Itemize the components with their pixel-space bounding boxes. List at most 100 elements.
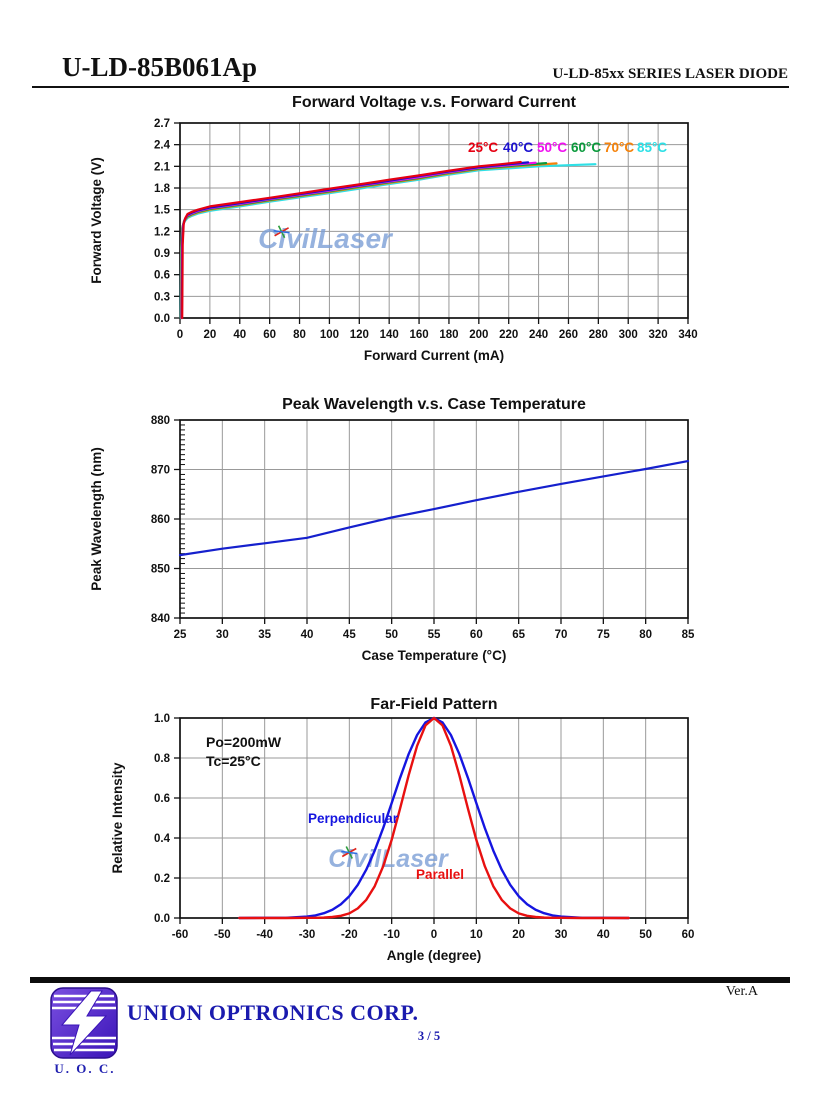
doc-title: U-LD-85B061Ap [62,52,258,82]
series-Parallel [238,716,630,920]
annotation-text: Tc=25°C [206,753,261,769]
x-tick-label: 45 [343,629,356,641]
x-tick-label: 50 [639,929,652,941]
y-tick-label: 2.7 [154,118,170,130]
x-axis-label: Case Temperature (°C) [362,648,507,663]
series-label: Perpendicular [308,811,399,826]
x-tick-label: 40 [233,329,246,341]
y-tick-label: 2.4 [154,140,171,152]
x-tick-label: 340 [678,329,697,341]
chart-title: Forward Voltage v.s. Forward Current [292,94,577,111]
x-tick-label: 320 [649,329,668,341]
header-rule [32,86,789,88]
y-tick-label: 0.2 [154,873,170,885]
y-tick-label: 880 [151,415,170,427]
y-axis-label: Forward Voltage (V) [89,157,104,284]
x-tick-label: 70 [555,629,568,641]
x-tick-label: 80 [639,629,652,641]
legend-item: 60°C [571,140,601,155]
x-tick-label: 100 [320,329,339,341]
x-tick-label: 280 [589,329,608,341]
x-tick-label: 60 [682,929,695,941]
y-tick-label: 840 [151,613,170,625]
x-tick-label: -60 [172,929,189,941]
series-25°C [181,160,522,320]
uoc-logo [50,987,118,1059]
x-tick-label: 65 [512,629,525,641]
x-tick-label: 25 [174,629,187,641]
x-tick-label: 20 [512,929,525,941]
x-tick-label: 60 [263,329,276,341]
series-curves [238,716,630,920]
x-tick-label: 220 [499,329,518,341]
gridlines [180,123,688,318]
x-tick-label: 40 [597,929,610,941]
y-tick-label: 1.2 [154,226,170,238]
y-tick-label: 0.6 [154,270,170,282]
x-tick-label: 0 [431,929,437,941]
series-label: Parallel [416,867,464,882]
x-tick-label: 60 [470,629,483,641]
series-curves [178,460,690,557]
x-axis-label: Angle (degree) [387,948,482,963]
plot-border [179,122,689,319]
y-tick-label: 850 [151,564,170,576]
y-tick-label: 1.5 [154,205,171,217]
x-tick-label: 10 [470,929,483,941]
lightning-bolt-icon [60,990,108,1056]
axis-ticks [174,122,689,324]
x-tick-label: 300 [619,329,638,341]
y-tick-label: 0.3 [154,291,170,303]
x-tick-label: 50 [385,629,398,641]
x-tick-label: 75 [597,629,610,641]
x-tick-label: 35 [258,629,271,641]
annotation-text: Po=200mW [206,734,282,750]
y-tick-label: 0.8 [154,753,171,765]
legend-item: 25°C [468,140,498,155]
x-tick-label: 260 [559,329,578,341]
gridlines [180,718,688,918]
y-tick-label: 0.9 [154,248,170,260]
legend-item: 50°C [537,140,567,155]
x-tick-label: 180 [439,329,458,341]
chart-peak-wavelength: 25 30 35 40 45 50 55 60 65 70 75 80 85 840 850 860 870 88… [89,396,695,663]
x-axis-label: Forward Current (mA) [364,348,504,363]
x-tick-label: 0 [177,329,183,341]
legend-item: 40°C [503,140,533,155]
y-tick-label: 0.4 [154,833,171,845]
series-Peak Wavelength [178,460,690,557]
y-tick-label: 0.0 [154,913,170,925]
version-label: Ver.A [725,984,758,999]
chart-far-field: CivilLaser-60 -50 -40 -30 -20 -10 0 10 20 30 40 50 6… [110,696,694,963]
footer-rule [30,977,790,983]
chart-title: Peak Wavelength v.s. Case Temperature [282,396,586,413]
y-minor-ticks [180,424,185,614]
y-axis-label: Peak Wavelength (nm) [89,447,104,591]
y-tick-label: 0.0 [154,313,170,325]
x-tick-label: 140 [380,329,399,341]
x-tick-label: 80 [293,329,306,341]
x-tick-label: 240 [529,329,548,341]
x-tick-label: -20 [341,929,358,941]
x-tick-label: -50 [214,929,231,941]
x-tick-label: 30 [555,929,568,941]
y-tick-label: 2.1 [154,161,171,173]
x-tick-label: -40 [256,929,273,941]
y-tick-label: 1.0 [154,713,170,725]
x-tick-label: 30 [216,629,229,641]
legend-item: 85°C [637,140,667,155]
y-tick-label: 1.8 [154,183,171,195]
watermark-laser-star-icon [341,846,358,859]
chart-title: Far-Field Pattern [370,696,497,713]
page-number: 3 / 5 [417,1029,441,1043]
x-tick-label: 200 [469,329,488,341]
x-tick-label: 20 [203,329,216,341]
watermark-laser-star-icon [273,225,290,239]
logo-caption: U. O. C. [54,1061,116,1076]
legend-item: 70°C [604,140,634,155]
gridlines [180,420,688,618]
y-axis-label: Relative Intensity [110,762,125,874]
watermark-text: CivilLaser [258,223,394,254]
x-tick-label: 160 [409,329,428,341]
